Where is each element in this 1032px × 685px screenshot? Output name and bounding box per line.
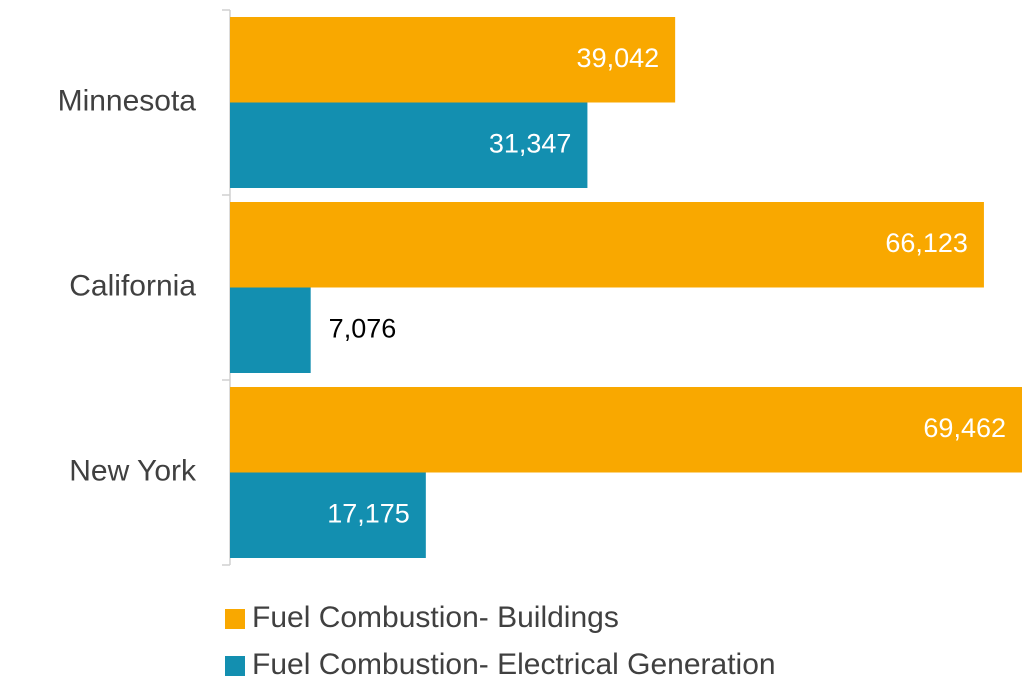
bar [230,387,1022,473]
legend-label: Fuel Combustion- Buildings [252,601,619,634]
legend-swatch [225,656,245,676]
data-label: 69,462 [923,413,1006,443]
bar [230,472,426,558]
legend-label: Fuel Combustion- Electrical Generation [252,648,776,681]
data-label: 7,076 [329,313,397,343]
data-label: 31,347 [489,128,572,158]
bar [230,17,676,103]
category-label: Minnesota [58,84,197,117]
data-label: 39,042 [577,43,660,73]
legend-swatch [225,609,245,629]
bar [230,202,984,288]
bar [230,287,311,373]
bar [230,102,588,188]
data-label: 66,123 [885,228,968,258]
category-label: California [69,269,196,302]
data-label: 17,175 [327,498,410,528]
category-label: New York [69,454,197,487]
